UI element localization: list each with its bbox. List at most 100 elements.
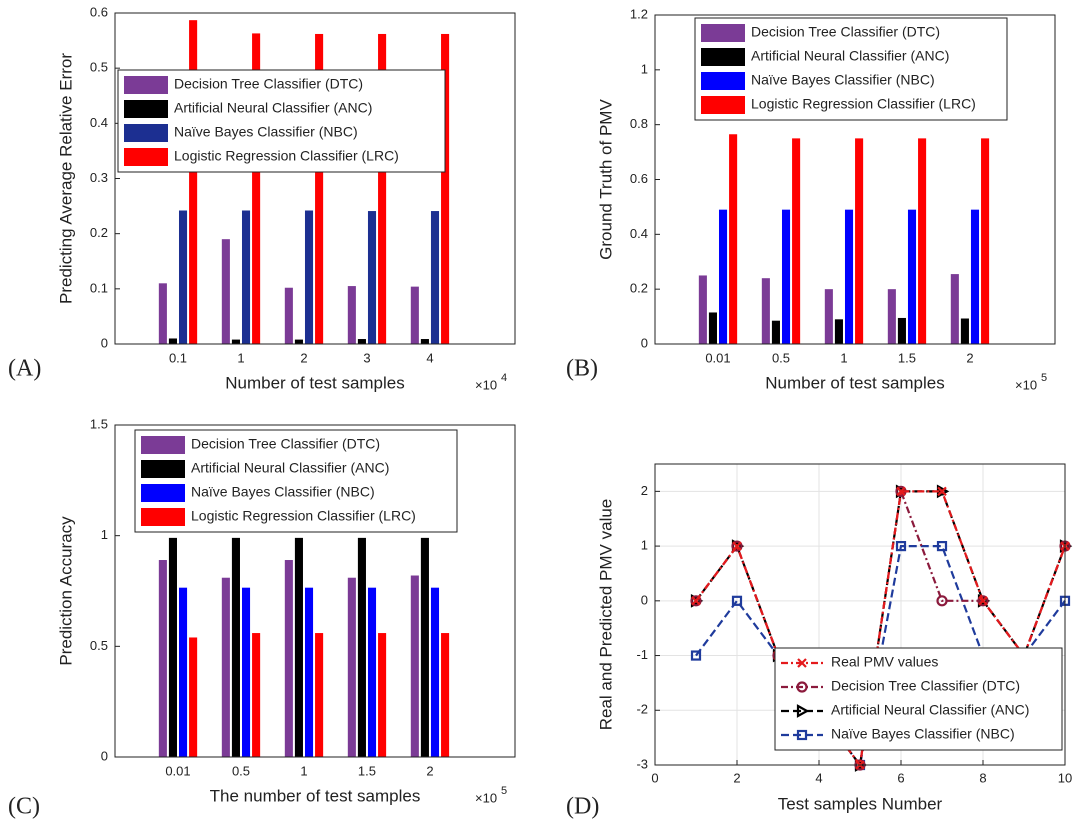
- chart-panel: 0 0.2 0.4 0.6 0.8 1 1.2 0.01 0.5 1 1.5 2 Number of t…: [566, 6, 1056, 392]
- y-tick-label: 1.5: [90, 416, 108, 431]
- x-axis-label: Number of test samples: [765, 373, 945, 392]
- bar: [410, 286, 419, 344]
- bar: [981, 138, 990, 344]
- legend-label: Naïve Bayes Classifier (NBC): [191, 484, 375, 500]
- bar: [844, 209, 854, 344]
- chart-panel: -3 -2 -1 0 1 2 0 2 4 6 8 10 Test samples Number Real …: [566, 463, 1073, 820]
- marker: [731, 540, 743, 552]
- bar: [950, 274, 959, 344]
- legend-swatch: [124, 148, 168, 166]
- legend-swatch: [124, 100, 168, 118]
- bar: [168, 537, 177, 757]
- marker: [896, 486, 906, 497]
- bar: [970, 209, 980, 344]
- y-axis-label: Prediction Accuracy: [56, 516, 75, 666]
- y-tick-label: 0: [101, 748, 108, 763]
- bar: [168, 338, 177, 344]
- y-tick-label: 0.5: [90, 638, 108, 653]
- x-tick-label: 6: [897, 770, 904, 785]
- legend-label: Decision Tree Classifier (DTC): [174, 76, 363, 92]
- series-line: [695, 490, 1067, 768]
- legend-label: Artificial Neural Classifier (ANC): [191, 460, 389, 476]
- y-tick-label: 0.6: [630, 171, 648, 186]
- bar: [698, 275, 707, 344]
- legend-label: Artificial Neural Classifier (ANC): [751, 48, 949, 64]
- legend-label: Artificial Neural Classifier (ANC): [831, 702, 1029, 718]
- x-tick-label: 2: [300, 350, 307, 365]
- x-tick-label: 4: [815, 770, 822, 785]
- bar: [294, 339, 303, 344]
- marker: [731, 595, 743, 606]
- bar: [158, 283, 167, 344]
- bar: [420, 339, 429, 344]
- x-tick-label: 2: [426, 763, 433, 778]
- marker: [936, 595, 948, 607]
- bar: [855, 138, 864, 344]
- panel-label: (C): [8, 794, 40, 820]
- y-tick-label: 0.4: [630, 226, 648, 241]
- marker: [690, 595, 702, 607]
- bar: [241, 587, 251, 757]
- legend-box: [117, 69, 446, 173]
- marker: [977, 595, 989, 607]
- bar: [347, 577, 356, 757]
- legend-label: Decision Tree Classifier (DTC): [191, 436, 380, 452]
- y-tick-label: 1: [641, 538, 648, 553]
- bar: [441, 33, 450, 345]
- marker: [895, 540, 907, 552]
- y-tick-label: 0.2: [90, 225, 108, 240]
- bar: [315, 633, 324, 757]
- y-tick-label: 0: [641, 335, 648, 350]
- y-tick-label: 0.4: [90, 115, 108, 130]
- x-tick-label: 0.01: [165, 763, 190, 778]
- legend-label: Real PMV values: [831, 654, 938, 670]
- marker: [937, 486, 947, 497]
- legend-label: Logistic Regression Classifier (LRC): [751, 96, 976, 112]
- bar: [430, 211, 440, 344]
- chart-panel: 0 0.5 1 1.5 0.01 0.5 1 1.5 2 The number of test s…: [8, 416, 516, 820]
- y-tick-label: 0.3: [90, 170, 108, 185]
- bar: [420, 537, 429, 757]
- bar: [294, 537, 303, 757]
- y-tick-label: 0: [641, 592, 648, 607]
- legend-swatch: [701, 24, 745, 42]
- x-multiplier: ×10: [475, 377, 497, 392]
- bar: [304, 210, 314, 344]
- legend-swatch: [141, 460, 185, 478]
- y-tick-label: -2: [636, 702, 648, 717]
- bar: [708, 312, 717, 344]
- x-tick-label: 4: [426, 350, 433, 365]
- bar: [729, 134, 738, 344]
- legend-label: Artificial Neural Classifier (ANC): [174, 100, 372, 116]
- legend-marker: [796, 729, 808, 741]
- bar: [378, 33, 387, 345]
- x-tick-label: 1.5: [898, 350, 916, 365]
- panel-label: (B): [566, 356, 598, 382]
- y-tick-label: 1.2: [630, 6, 648, 21]
- axes-box: [654, 14, 1056, 345]
- bar: [367, 211, 377, 344]
- bar: [252, 33, 261, 344]
- bar: [887, 289, 896, 344]
- y-tick-label: 2: [641, 483, 648, 498]
- y-tick-label: 0.2: [630, 281, 648, 296]
- bar: [221, 239, 230, 344]
- legend-swatch: [141, 508, 185, 526]
- bar: [178, 210, 188, 344]
- y-axis-label: Ground Truth of PMV: [596, 99, 615, 260]
- bar: [158, 560, 167, 757]
- bar: [781, 209, 791, 344]
- legend-swatch: [701, 48, 745, 66]
- x-tick-label: 10: [1058, 770, 1072, 785]
- x-tick-label: 2: [733, 770, 740, 785]
- x-multiplier-power: 4: [501, 372, 507, 384]
- x-tick-label: 2: [966, 350, 973, 365]
- bar: [378, 633, 387, 757]
- legend-marker: [796, 681, 808, 693]
- bar: [834, 319, 843, 344]
- y-tick-label: 0.5: [90, 60, 108, 75]
- x-tick-label: 0: [651, 770, 658, 785]
- bar: [357, 339, 366, 344]
- bar: [231, 339, 240, 344]
